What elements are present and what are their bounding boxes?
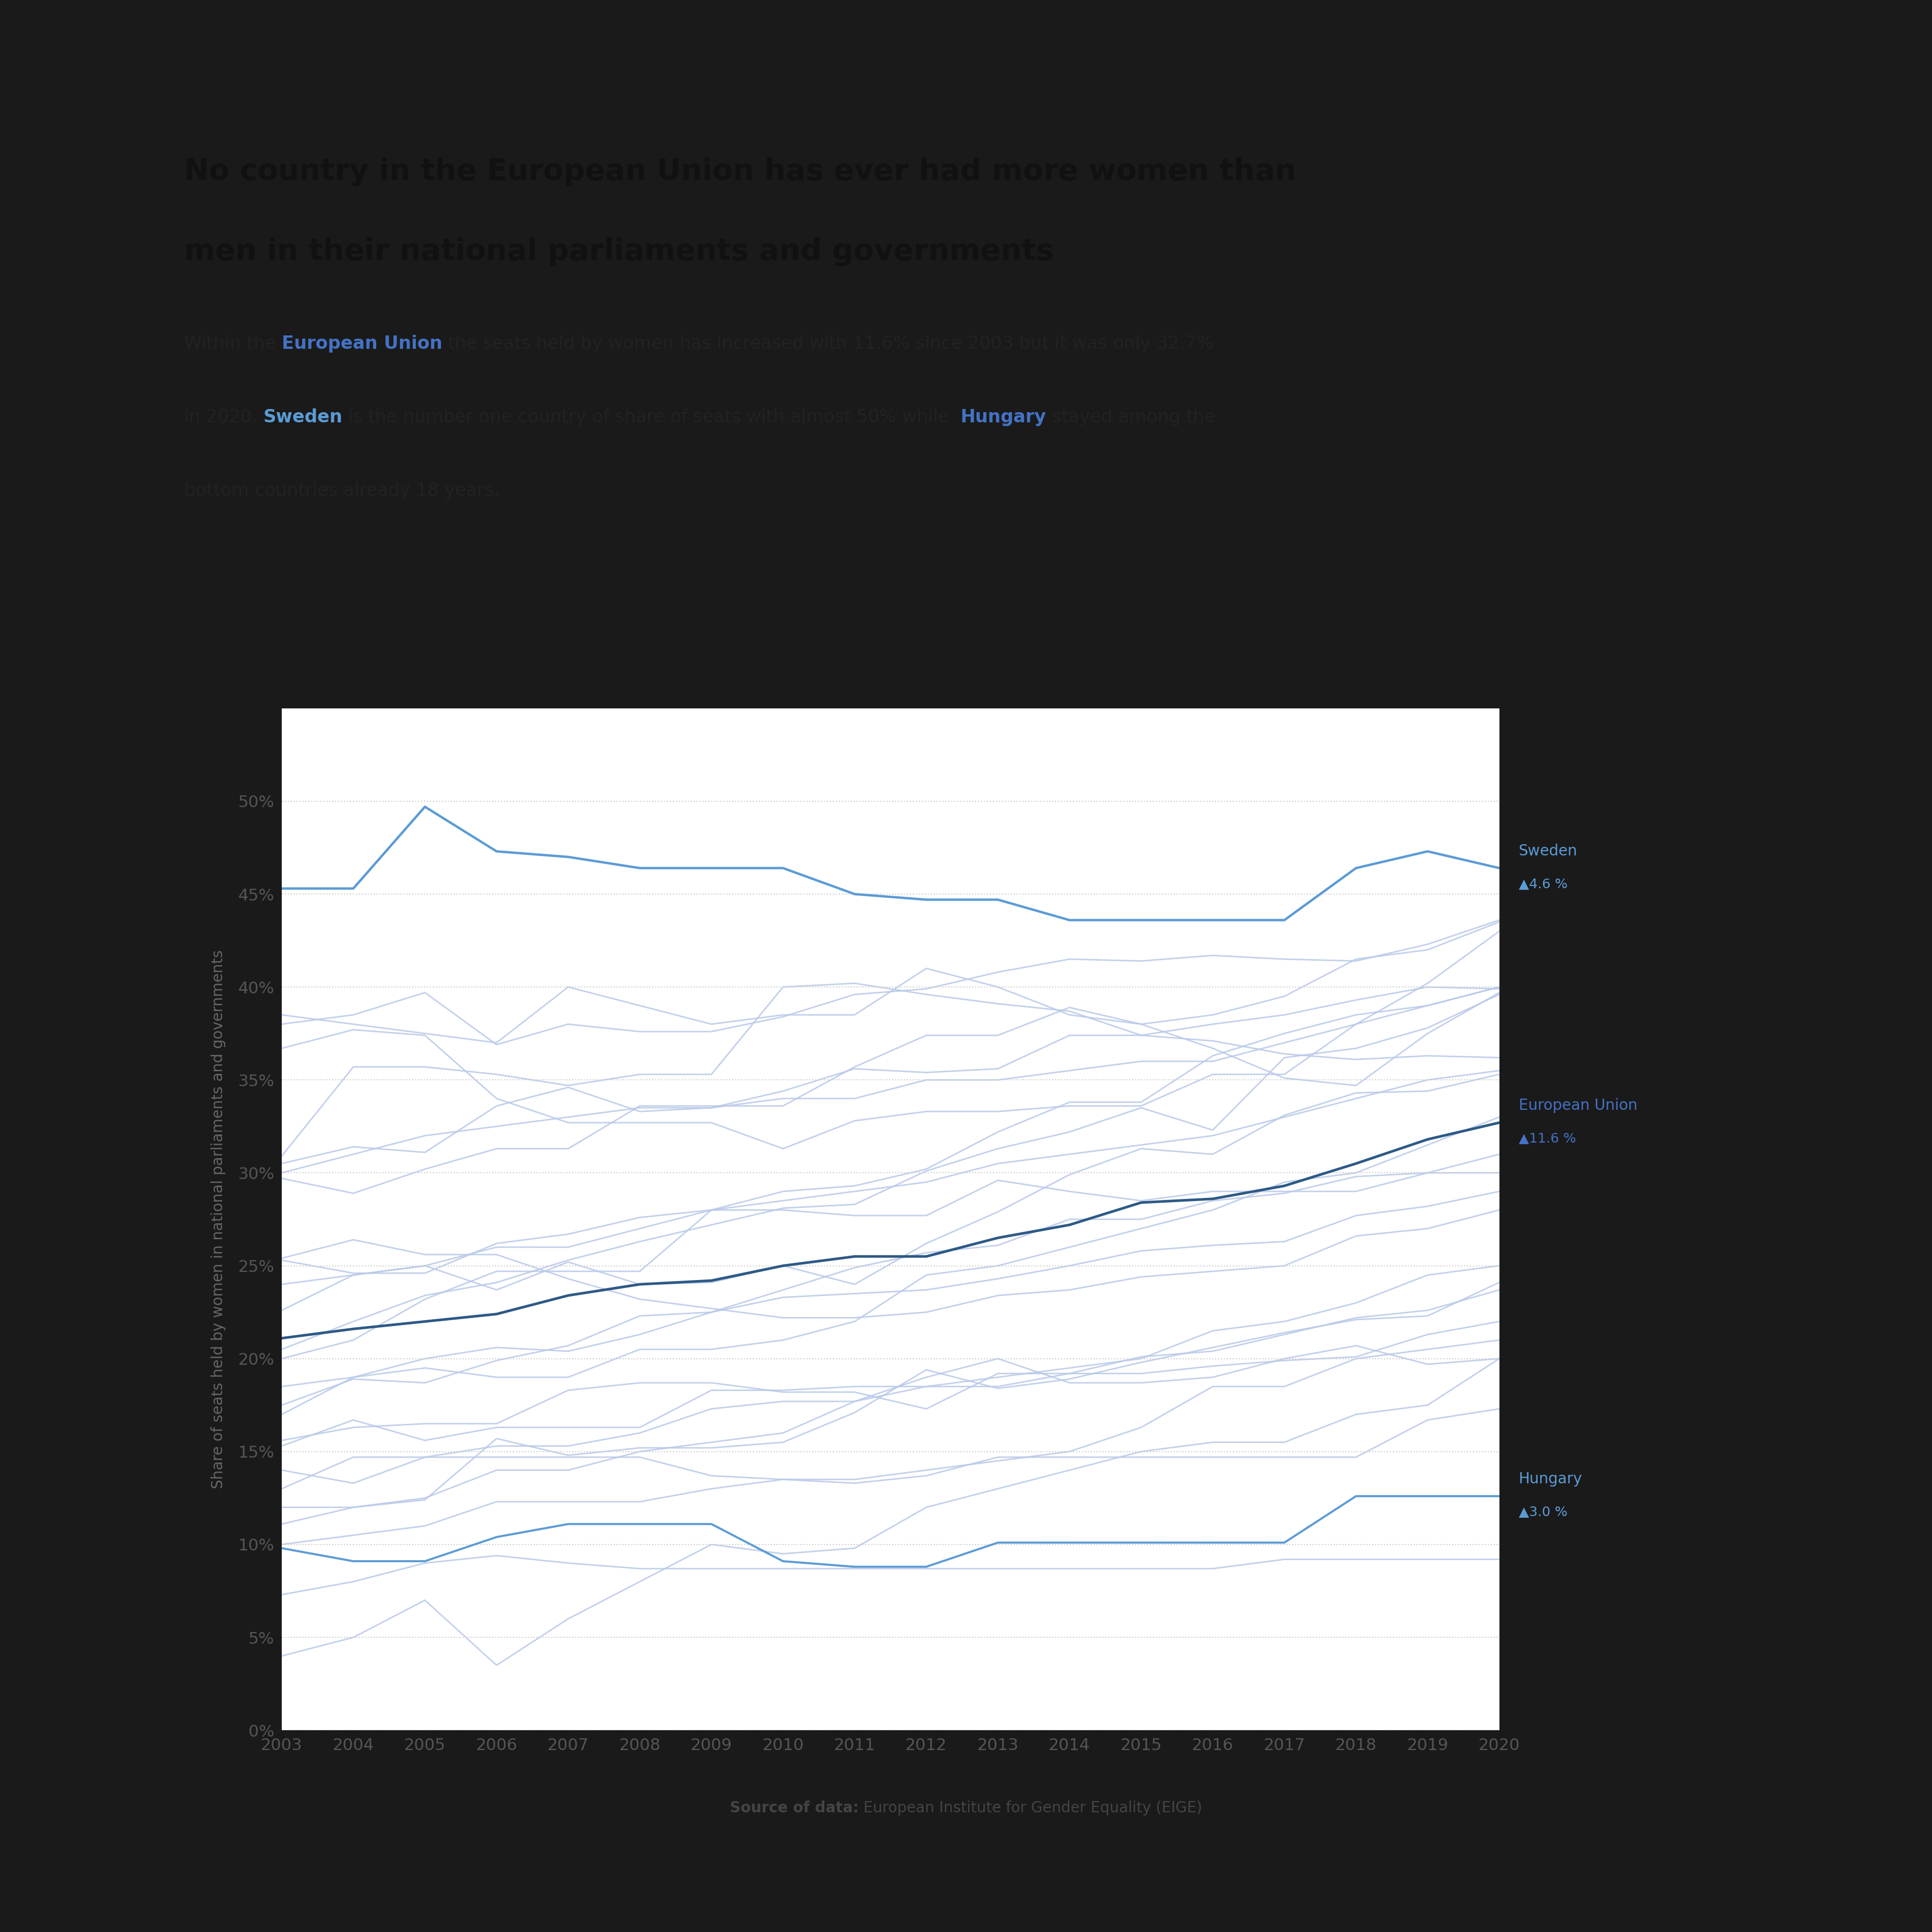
Text: European Institute for Gender Equality (EIGE): European Institute for Gender Equality (… bbox=[858, 1801, 1202, 1816]
Text: ▲3.0 %: ▲3.0 % bbox=[1519, 1505, 1567, 1519]
Text: Source of data:: Source of data: bbox=[730, 1801, 858, 1816]
Text: men in their national parliaments and governments: men in their national parliaments and go… bbox=[184, 238, 1053, 267]
Text: No country in the European Union has ever had more women than: No country in the European Union has eve… bbox=[184, 156, 1296, 185]
Text: Sweden: Sweden bbox=[263, 408, 342, 427]
Text: Hungary: Hungary bbox=[1519, 1472, 1582, 1486]
Text: Sweden: Sweden bbox=[1519, 844, 1577, 858]
Text: is the number one country of share of seats with almost 50% while: is the number one country of share of se… bbox=[342, 408, 960, 427]
Text: European Union: European Union bbox=[282, 334, 442, 354]
Text: the seats held by women has increased with 11.6% since 2003 but it was only 32.7: the seats held by women has increased wi… bbox=[442, 334, 1213, 354]
Y-axis label: Share of seats held by women in national parliaments and governments: Share of seats held by women in national… bbox=[211, 951, 226, 1490]
Text: stayed among the: stayed among the bbox=[1047, 408, 1215, 427]
Text: Within the: Within the bbox=[184, 334, 282, 354]
Text: European Union: European Union bbox=[1519, 1097, 1636, 1113]
Text: Hungary: Hungary bbox=[960, 408, 1047, 427]
Text: bottom countries already 18 years.: bottom countries already 18 years. bbox=[184, 481, 498, 500]
Text: ▲4.6 %: ▲4.6 % bbox=[1519, 877, 1567, 891]
Text: ▲11.6 %: ▲11.6 % bbox=[1519, 1132, 1577, 1146]
Text: in 2020.: in 2020. bbox=[184, 408, 263, 427]
